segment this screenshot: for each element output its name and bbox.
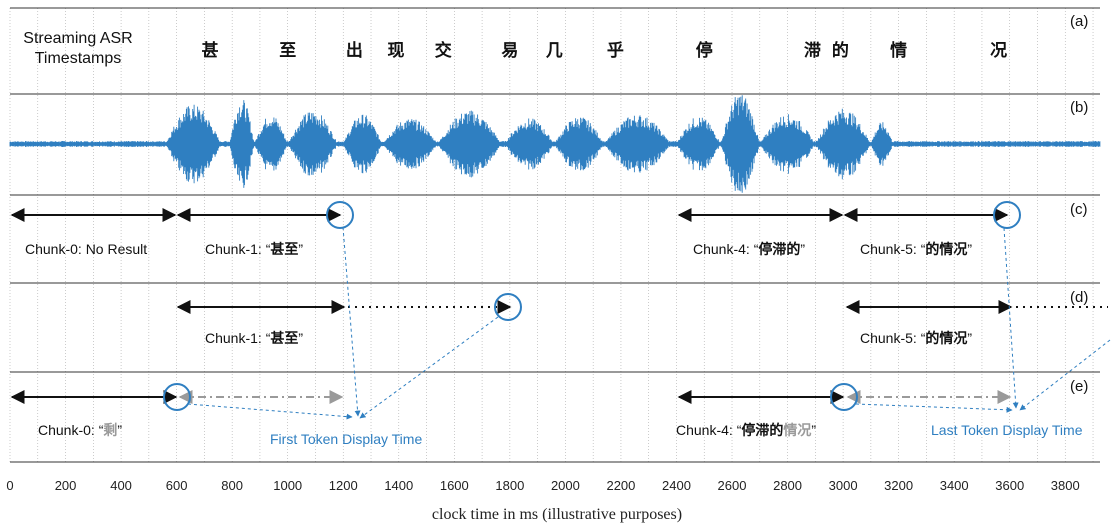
timestamp-char: 至 — [279, 41, 296, 61]
row-c-chunk5-label: Chunk-5: “的情况” — [860, 241, 972, 257]
x-tick-label: 400 — [110, 478, 132, 493]
timestamp-char: 停 — [696, 40, 713, 61]
last-token-marker — [830, 383, 858, 411]
timestamp-char: 甚 — [201, 40, 218, 61]
display-time-connectors — [187, 226, 1111, 420]
x-tick-label: 200 — [55, 478, 77, 493]
x-tick-label: 1800 — [495, 478, 524, 493]
time-grid — [9, 8, 1094, 462]
x-tick-label: 600 — [166, 478, 188, 493]
timestamp-char: 交 — [435, 40, 452, 61]
timestamp-characters: 甚 至 出 现 交 易 几 乎 停 滞的 情 况 — [201, 40, 1007, 61]
panel-tag-e: (e) — [1070, 378, 1088, 395]
first-token-marker — [163, 383, 191, 411]
x-tick-label: 1600 — [440, 478, 469, 493]
timestamp-char: 乎 — [607, 41, 624, 61]
row-c-chunk1-label: Chunk-1: “甚至” — [205, 241, 303, 257]
x-tick-label: 3800 — [1051, 478, 1080, 493]
title-line-2: Timestamps — [35, 50, 122, 67]
x-tick-label: 0 — [6, 478, 13, 493]
row-e-chunk0-label: Chunk-0: “剩” — [38, 422, 122, 438]
timestamp-char: 况 — [990, 41, 1007, 61]
timestamp-char: 的 — [832, 40, 849, 61]
timestamp-char: 出 — [346, 40, 363, 61]
x-tick-label: 2200 — [606, 478, 635, 493]
x-tick-label: 800 — [221, 478, 243, 493]
title-line-1: Streaming ASR — [23, 30, 132, 47]
timestamp-char: 几 — [546, 41, 563, 61]
x-tick-label: 3400 — [940, 478, 969, 493]
panel-tag-a: (a) — [1070, 13, 1088, 30]
x-tick-label: 3600 — [995, 478, 1024, 493]
waveform-path — [9, 95, 1101, 193]
row-c-chunk4-label: Chunk-4: “停滞的” — [693, 241, 805, 257]
panel-separators — [10, 7, 1100, 463]
delayed-display-marker — [494, 293, 522, 321]
x-tick-label: 3000 — [829, 478, 858, 493]
x-axis-tick-labels: 0 200 400 600 800 1000 1200 1400 1600 1800 2000 220… — [6, 478, 1079, 493]
panel-tag-c: (c) — [1070, 201, 1088, 218]
timestamp-char: 易 — [501, 41, 518, 61]
x-tick-label: 2600 — [718, 478, 747, 493]
x-tick-label: 3200 — [884, 478, 913, 493]
timestamp-char: 情 — [890, 40, 907, 61]
row-d-chunk5-label: Chunk-5: “的情况” — [860, 330, 972, 346]
panel-tag-b: (b) — [1070, 99, 1088, 116]
chunk1-end-marker — [326, 201, 354, 229]
row-e-chunk4-label: Chunk-4: “停滞的情况” — [676, 422, 816, 438]
chunk5-end-marker — [993, 201, 1021, 229]
timestamp-char: 现 — [388, 41, 405, 61]
x-tick-label: 1200 — [329, 478, 358, 493]
audio-waveform — [9, 95, 1101, 193]
row-d-chunk1-label: Chunk-1: “甚至” — [205, 330, 303, 346]
x-tick-label: 1000 — [273, 478, 302, 493]
row-c-chunk0-label: Chunk-0: No Result — [25, 241, 147, 257]
x-tick-label: 1400 — [384, 478, 413, 493]
x-axis-label: clock time in ms (illustrative purposes) — [432, 506, 682, 523]
panel-tag-d: (d) — [1070, 289, 1088, 306]
x-tick-label: 2400 — [662, 478, 691, 493]
x-tick-label: 2000 — [551, 478, 580, 493]
timestamp-char: 滞 — [804, 41, 821, 61]
last-token-display-label: Last Token Display Time — [931, 422, 1083, 438]
first-token-display-label: First Token Display Time — [270, 431, 422, 447]
x-tick-label: 2800 — [773, 478, 802, 493]
